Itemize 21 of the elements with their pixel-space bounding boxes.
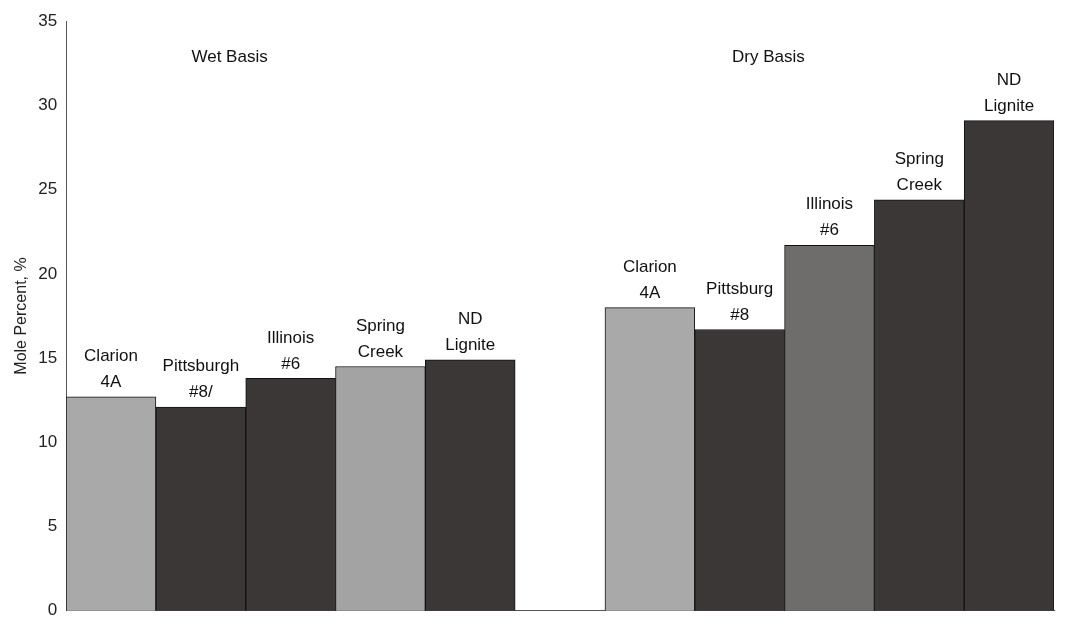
y-tick-label: 30 [38,95,58,115]
x-tick-label: Illinois #6 [805,194,854,240]
x-tick-label: Spring Creek [355,315,406,361]
y-tick-label: 20 [38,263,58,283]
x-tick-label: Spring Creek [894,148,944,194]
x-tick-label: Illinois #6 [267,327,315,373]
y-tick-label: 15 [38,347,58,367]
x-tick-label: Pittsburg #8 [706,278,774,324]
x-tick-label: ND Lignite [445,308,496,354]
x-tick-label: Clarion 4A [622,256,677,302]
annotation: Dry Basis [732,46,805,66]
x-tick-label: Pittsburgh #8/ [162,356,240,402]
y-axis-title: Mole Percent, % [12,257,30,375]
y-tick-label: 10 [38,432,58,452]
x-tick-label: ND Lignite [984,69,1035,115]
x-tick-label: Clarion 4A [84,346,138,392]
annotation: Wet Basis [191,46,268,66]
y-tick-label: 25 [38,179,58,199]
y-tick-label: 35 [38,10,58,30]
y-tick-label: 5 [47,516,58,536]
y-tick-label: 0 [47,600,58,620]
